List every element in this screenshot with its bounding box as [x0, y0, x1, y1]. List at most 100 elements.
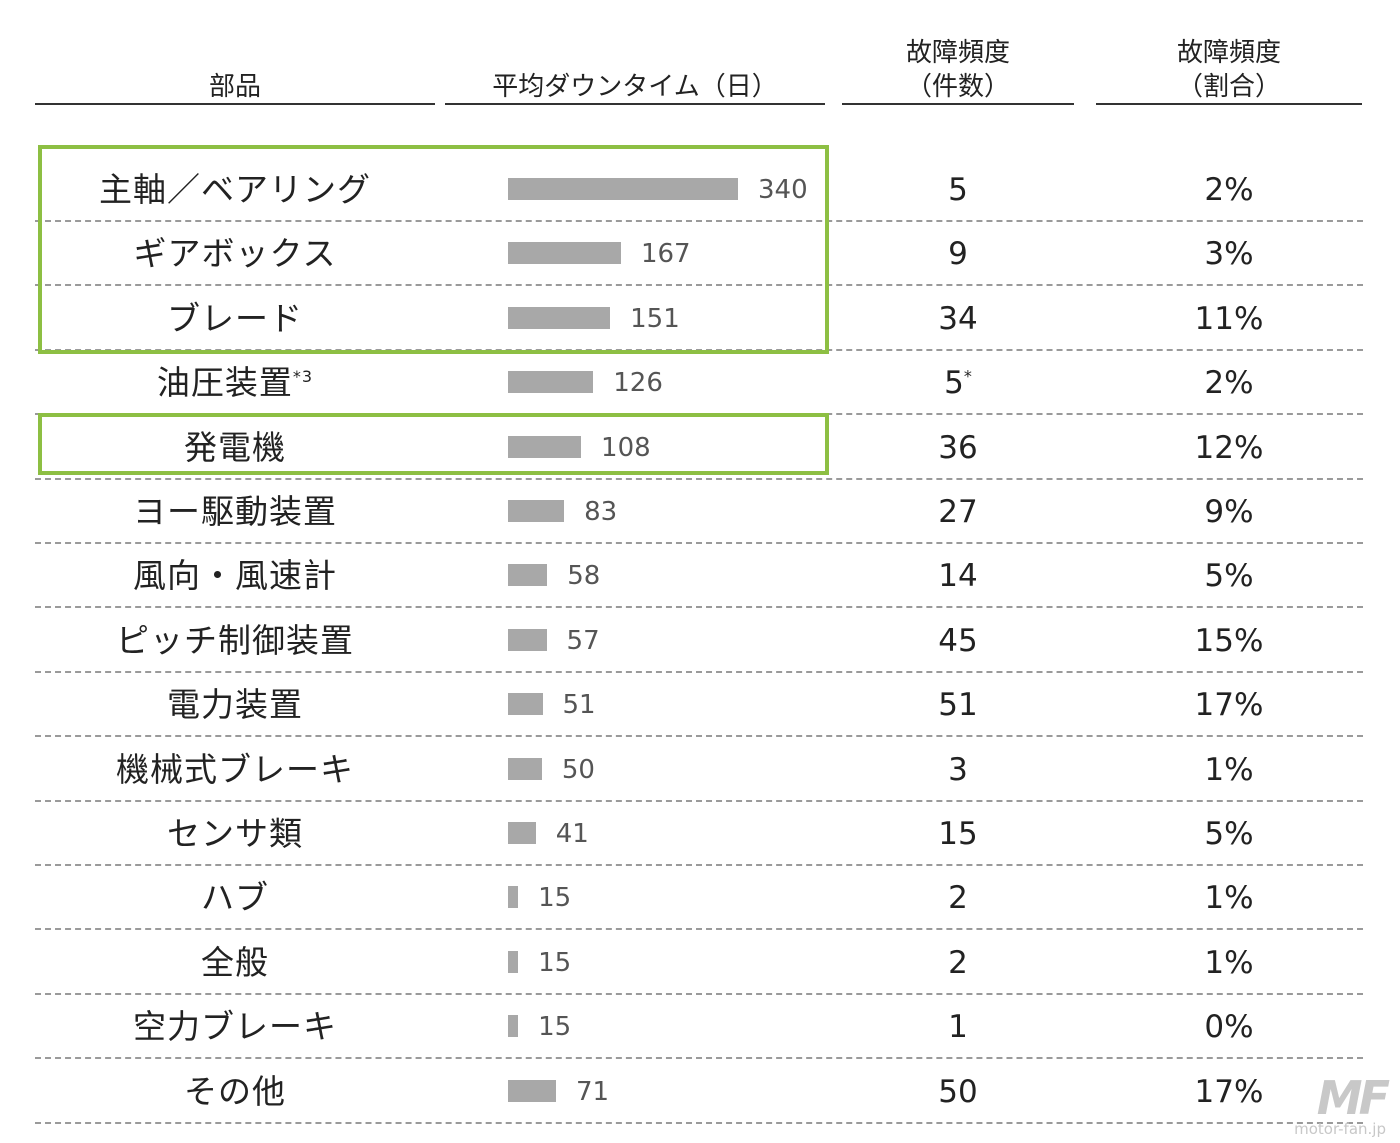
header-rule-downtime [445, 103, 825, 105]
failure-ratio: 9% [1204, 494, 1254, 530]
failure-count: 9 [842, 222, 1074, 286]
part-name-text: その他 [184, 1071, 286, 1111]
row-divider [35, 928, 1363, 931]
highlight-frame-top-group [38, 145, 829, 354]
row-divider [35, 284, 1363, 287]
downtime-value-label: 50 [561, 754, 595, 785]
table-row: 機械式ブレーキ 50 3 1% [0, 738, 1400, 802]
downtime-bar [508, 822, 536, 844]
failure-ratio: 2% [1204, 172, 1254, 208]
header-downtime: 平均ダウンタイム（日） [492, 72, 778, 102]
table-row: センサ類 41 15 5% [0, 802, 1400, 866]
downtime-bar [508, 1079, 557, 1102]
downtime-value-label: 151 [630, 303, 680, 334]
failure-count: 14 [842, 544, 1074, 608]
failure-count: 5 [842, 158, 1074, 222]
row-divider [35, 992, 1363, 995]
failure-ratio: 17% [1194, 1073, 1264, 1110]
row-divider [35, 1057, 1363, 1060]
downtime-bar [508, 178, 738, 200]
failure-count-text: 2 [948, 944, 968, 981]
part-name: 風向・風速計 [35, 544, 435, 608]
downtime-bar [508, 1015, 519, 1038]
failure-count: 45 [842, 609, 1074, 673]
header-freq-count: 故障頻度 （件数） [842, 36, 1074, 104]
row-divider [35, 670, 1363, 673]
downtime-bar [508, 564, 548, 587]
failure-ratio: 11% [1194, 300, 1264, 337]
failure-count-text: 14 [938, 558, 978, 595]
row-divider [35, 1121, 1363, 1124]
failure-ratio: 17% [1194, 687, 1264, 724]
table-row: ブレード 151 34 11% [0, 287, 1400, 351]
downtime-bar [508, 693, 543, 716]
downtime-value-label: 51 [562, 690, 596, 721]
table-row: ギアボックス 167 9 3% [0, 222, 1400, 287]
table-row: 発電機 108 36 12% [0, 416, 1400, 480]
part-name-text: 発電機 [184, 427, 286, 467]
failure-count: 15 [842, 802, 1074, 866]
downtime-bar [508, 306, 611, 329]
watermark-url: motor-fan.jp [1294, 1120, 1386, 1138]
failure-count-text: 5 [948, 172, 968, 208]
header-rule-freq-ratio [1096, 103, 1362, 105]
row-divider [35, 542, 1363, 544]
downtime-value-label: 15 [538, 1012, 572, 1043]
part-name-text: 電力装置 [167, 685, 303, 725]
table-row: 主軸／ベアリング 340 5 2% [0, 158, 1400, 222]
failure-count: 50 [842, 1060, 1074, 1124]
downtime-bar [508, 886, 519, 909]
failure-ratio: 12% [1194, 429, 1264, 466]
downtime-bar [508, 435, 582, 458]
part-name-text: 主軸／ベアリング [99, 170, 371, 209]
part-name: 主軸／ベアリング [35, 158, 435, 222]
header-freq-ratio-line1: 故障頻度 [1176, 38, 1281, 68]
failure-ratio: 1% [1204, 944, 1254, 981]
header-rule-part [35, 103, 435, 105]
part-name: ブレード [35, 287, 435, 351]
downtime-bar [508, 950, 519, 973]
part-name-text: 全般 [201, 942, 269, 982]
failure-ratio: 3% [1204, 236, 1254, 273]
failure-count: 5* [842, 351, 1074, 415]
failure-count-text: 45 [938, 622, 978, 659]
row-divider [35, 735, 1363, 738]
table-row: ピッチ制御装置 57 45 15% [0, 609, 1400, 673]
row-divider [35, 348, 1363, 351]
header-freq-count-line2: （件数） [905, 72, 1010, 102]
part-name-text: ブレード [167, 298, 303, 338]
row-divider [35, 799, 1363, 802]
failure-count-text: 34 [938, 300, 978, 337]
failure-ratio: 2% [1204, 365, 1254, 402]
highlight-frame-generator [38, 413, 829, 475]
header-freq-ratio: 故障頻度 （割合） [1096, 36, 1362, 104]
failure-count-text: 9 [948, 236, 968, 273]
part-name-text: センサ類 [167, 814, 303, 853]
part-name-text: 油圧装置 [156, 363, 293, 403]
downtime-bar [508, 371, 594, 394]
failure-count-text: 3 [948, 751, 968, 788]
failure-ratio: 5% [1204, 816, 1254, 852]
part-name-text: ピッチ制御装置 [116, 620, 354, 660]
table-row: 油圧装置*3 126 5* 2% [0, 351, 1400, 416]
downtime-value-label: 167 [640, 239, 691, 270]
failure-count-text: 15 [938, 816, 978, 852]
part-name: 空力ブレーキ [35, 995, 435, 1059]
downtime-value-label: 83 [584, 497, 618, 527]
part-name-text: 機械式ブレーキ [116, 749, 354, 789]
failure-count: 36 [842, 416, 1074, 480]
part-name: ピッチ制御装置 [35, 609, 435, 673]
part-name-text: ギアボックス [133, 234, 337, 274]
row-divider [35, 220, 1363, 222]
table-row: 空力ブレーキ 15 1 0% [0, 995, 1400, 1060]
part-name: センサ類 [35, 802, 435, 866]
downtime-value-label: 71 [576, 1076, 610, 1107]
failure-ratio: 1% [1204, 751, 1254, 788]
downtime-bar [508, 242, 621, 265]
failure-ratio: 1% [1204, 880, 1254, 917]
table-row: ハブ 15 2 1% [0, 866, 1400, 931]
row-divider [35, 477, 1363, 480]
failure-count-text: 1 [948, 1009, 968, 1046]
downtime-bar [508, 628, 547, 651]
part-name: 油圧装置*3 [35, 351, 435, 415]
